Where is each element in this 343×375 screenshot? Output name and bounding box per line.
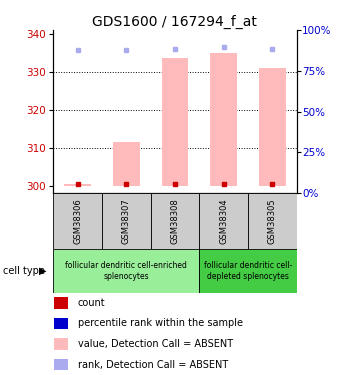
Title: GDS1600 / 167294_f_at: GDS1600 / 167294_f_at [93, 15, 257, 29]
Bar [199, 193, 248, 249]
Text: GSM38306: GSM38306 [73, 198, 82, 244]
Text: value, Detection Call = ABSENT: value, Detection Call = ABSENT [78, 339, 233, 349]
Bar [54, 359, 68, 370]
Text: GSM38304: GSM38304 [219, 198, 228, 244]
Bar [64, 184, 91, 186]
Text: count: count [78, 298, 105, 308]
Bar [151, 193, 199, 249]
Bar [113, 142, 140, 186]
Bar [259, 68, 286, 186]
Text: percentile rank within the sample: percentile rank within the sample [78, 318, 243, 328]
Text: follicular dendritic cell-
depleted splenocytes: follicular dendritic cell- depleted sple… [204, 261, 292, 280]
Text: GSM38307: GSM38307 [122, 198, 131, 244]
Bar [54, 297, 68, 309]
Text: GSM38305: GSM38305 [268, 198, 277, 244]
Bar [248, 193, 297, 249]
Text: rank, Detection Call = ABSENT: rank, Detection Call = ABSENT [78, 360, 228, 370]
Text: GSM38308: GSM38308 [170, 198, 179, 244]
Bar [54, 338, 68, 350]
Text: cell type: cell type [3, 266, 45, 276]
Bar [162, 58, 188, 186]
Bar [54, 318, 68, 329]
Bar [210, 53, 237, 186]
Text: ▶: ▶ [39, 266, 47, 276]
Bar [53, 193, 102, 249]
Bar [102, 193, 151, 249]
Text: follicular dendritic cell-enriched
splenocytes: follicular dendritic cell-enriched splen… [65, 261, 187, 280]
Bar [199, 249, 297, 292]
Bar [53, 249, 199, 292]
